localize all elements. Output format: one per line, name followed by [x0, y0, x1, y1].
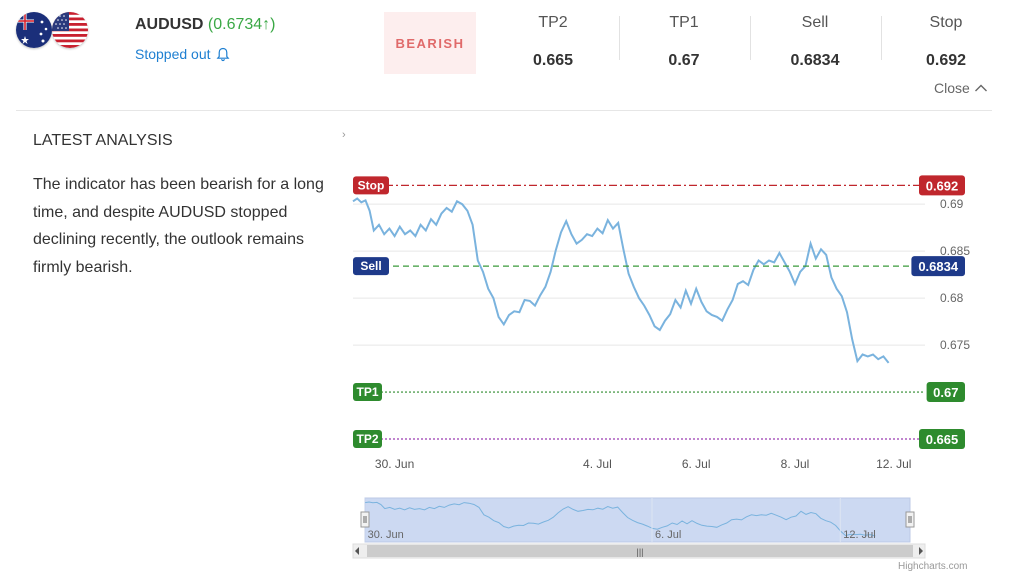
australia-flag-icon	[16, 12, 52, 48]
y-tick-label: 0.69	[940, 197, 964, 211]
bell-icon[interactable]	[216, 47, 230, 62]
level-label: Sell	[801, 14, 829, 31]
analysis-text: The indicator has been bearish for a lon…	[33, 176, 324, 276]
divider	[750, 16, 751, 60]
plot-line-name: Stop	[358, 178, 385, 192]
navigator-tick-label: 12. Jul	[843, 529, 875, 541]
plot-line-tag-stop	[353, 176, 389, 195]
level-label: TP2	[538, 14, 568, 31]
symbol-price: AUDUSD (0.6734↑)	[135, 16, 276, 34]
level-value: 0.665	[532, 52, 574, 69]
price-series-line	[352, 197, 890, 364]
current-price: (0.6734↑)	[207, 16, 276, 33]
status-link[interactable]: Stopped out	[135, 46, 230, 62]
level-value: 0.6834	[790, 52, 840, 69]
level-value: 0.692	[925, 52, 967, 69]
divider	[619, 16, 620, 60]
plot-line-value-badge	[919, 429, 965, 450]
y-tick-label: 0.685	[940, 244, 970, 258]
plot-line-value: 0.6834	[918, 259, 959, 274]
divider	[881, 16, 882, 60]
scrollbar-grip: |||	[636, 547, 643, 557]
chart-svg[interactable]: 0.69 0.685 0.68 0.675 Stop 0.692 Sell 0.6834 TP1…	[350, 150, 1000, 588]
level-sell: Sell 0.6834	[755, 14, 875, 70]
x-tick-label: 30. Jun	[375, 457, 414, 471]
bearish-badge: BEARISH	[384, 12, 476, 74]
close-label: Close	[934, 80, 970, 96]
x-tick-label: 8. Jul	[781, 457, 810, 471]
level-stop: Stop 0.692	[886, 14, 1006, 70]
x-tick-label: 6. Jul	[682, 457, 711, 471]
symbol-name: AUDUSD	[135, 16, 204, 33]
close-button[interactable]: Close	[934, 80, 988, 96]
plot-line-name: Sell	[360, 259, 381, 273]
scroll-left-arrow-icon[interactable]	[355, 547, 359, 555]
analysis-title: LATEST ANALYSIS	[33, 132, 173, 149]
level-label: Stop	[929, 14, 963, 31]
plot-line-value-badge	[911, 256, 965, 277]
header-divider	[16, 110, 992, 111]
scroll-right-arrow-icon[interactable]	[919, 547, 923, 555]
plot-line-tag-sell	[353, 257, 389, 276]
plot-line-value: 0.665	[926, 432, 959, 447]
price-chart[interactable]: 0.69 0.685 0.68 0.675 Stop 0.692 Sell 0.6834 TP1…	[350, 150, 1000, 588]
y-tick-label: 0.675	[940, 338, 970, 352]
navigator-handle-left[interactable]	[360, 511, 370, 528]
level-value: 0.67	[668, 52, 700, 69]
level-tp1: TP1 0.67	[624, 14, 744, 70]
plot-line-tag-tp2	[353, 430, 382, 449]
plot-line-name: TP1	[356, 385, 378, 399]
x-tick-label: 4. Jul	[583, 457, 612, 471]
plot-line-value-badge	[926, 382, 965, 403]
status-text: Stopped out	[135, 46, 211, 62]
plot-line-value: 0.67	[933, 385, 958, 400]
chevron-up-icon	[974, 84, 987, 92]
plot-line-name: TP2	[356, 432, 378, 446]
navigator-handle-right[interactable]	[905, 511, 915, 528]
plot-line-tag-tp1	[353, 383, 382, 402]
y-tick-label: 0.68	[940, 291, 964, 305]
navigator-tick-label: 30. Jun	[368, 529, 404, 541]
level-tp2: TP2 0.665	[493, 14, 613, 70]
scrollbar-thumb[interactable]	[367, 545, 913, 557]
usa-flag-icon	[52, 12, 88, 48]
x-tick-label: 12. Jul	[876, 457, 911, 471]
level-label: TP1	[669, 14, 699, 31]
plot-line-value-badge	[919, 175, 965, 196]
plot-line-value: 0.692	[926, 178, 959, 193]
navigator-selection[interactable]	[364, 497, 911, 543]
instrument-header: AUDUSD (0.6734↑) Stopped out BEARISH TP2…	[0, 0, 1024, 110]
chevron-right-icon[interactable]: ›	[342, 129, 346, 141]
navigator-tick-label: 6. Jul	[655, 529, 681, 541]
chart-credits[interactable]: Highcharts.com	[898, 561, 968, 572]
currency-flags	[16, 12, 96, 52]
navigator-series-line	[364, 501, 876, 537]
